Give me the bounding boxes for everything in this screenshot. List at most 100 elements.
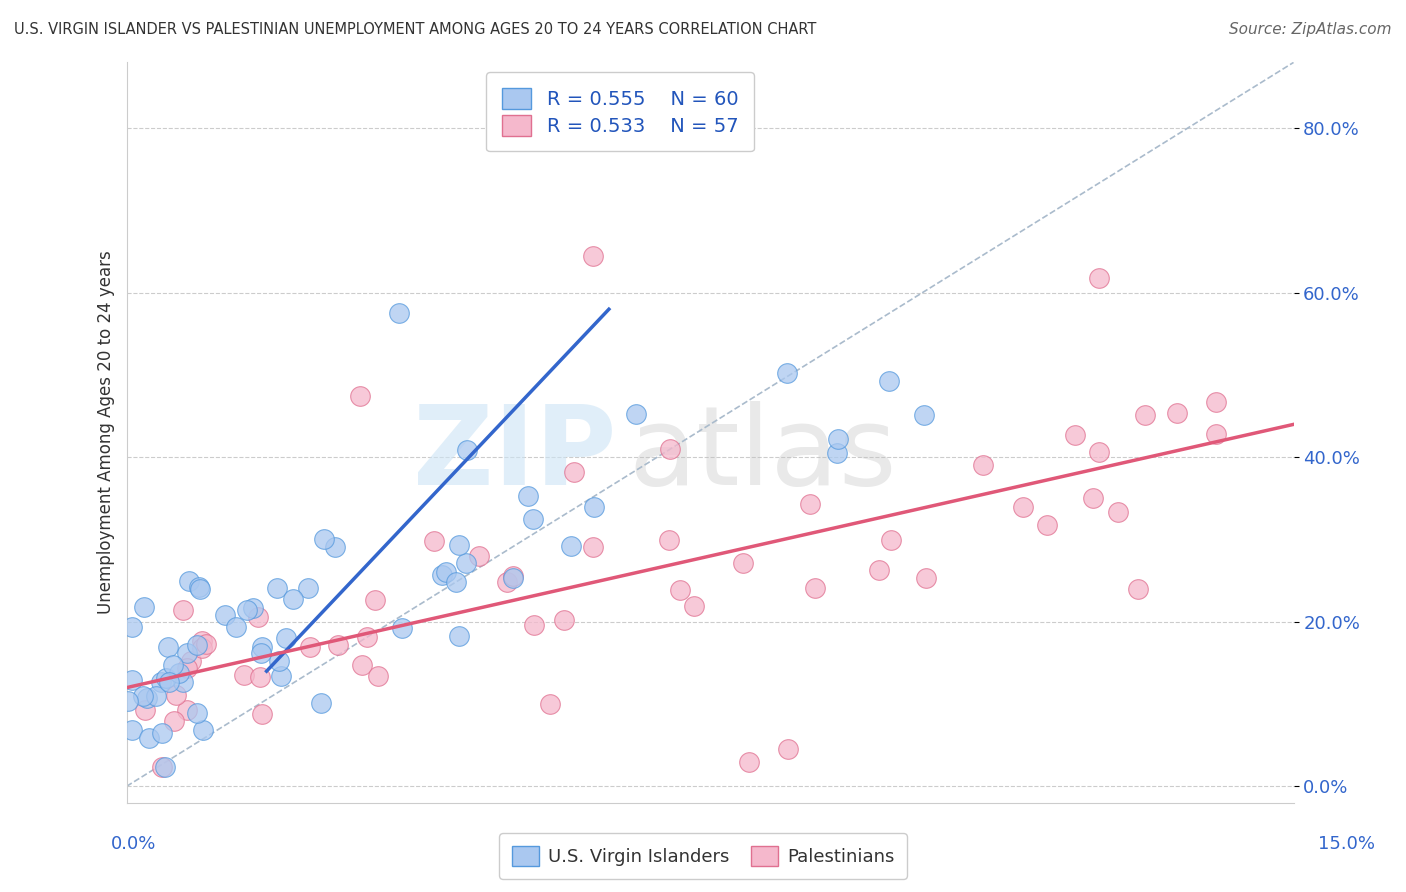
- Point: [186, 706, 208, 721]
- Point: [176, 646, 198, 660]
- Point: [731, 556, 754, 570]
- Y-axis label: Unemployment Among Ages 20 to 24 years: Unemployment Among Ages 20 to 24 years: [97, 251, 115, 615]
- Point: [350, 658, 373, 673]
- Point: [172, 675, 194, 690]
- Point: [560, 539, 582, 553]
- Point: [186, 638, 208, 652]
- Point: [523, 617, 546, 632]
- Point: [252, 640, 274, 654]
- Point: [388, 306, 411, 320]
- Text: Source: ZipAtlas.com: Source: ZipAtlas.com: [1229, 22, 1392, 37]
- Point: [1107, 505, 1129, 519]
- Point: [274, 631, 297, 645]
- Point: [914, 571, 936, 585]
- Legend: U.S. Virgin Islanders, Palestinians: U.S. Virgin Islanders, Palestinians: [499, 833, 907, 879]
- Point: [247, 610, 270, 624]
- Point: [1088, 444, 1111, 458]
- Point: [522, 512, 544, 526]
- Legend: R = 0.555    N = 60, R = 0.533    N = 57: R = 0.555 N = 60, R = 0.533 N = 57: [486, 72, 754, 152]
- Point: [879, 374, 901, 388]
- Point: [177, 574, 200, 588]
- Point: [117, 694, 139, 708]
- Point: [134, 703, 156, 717]
- Point: [562, 465, 585, 479]
- Point: [1205, 426, 1227, 441]
- Point: [582, 540, 605, 554]
- Point: [297, 581, 319, 595]
- Point: [150, 726, 173, 740]
- Point: [827, 432, 849, 446]
- Point: [553, 613, 575, 627]
- Text: ZIP: ZIP: [413, 401, 617, 508]
- Point: [804, 581, 827, 595]
- Point: [1036, 517, 1059, 532]
- Point: [309, 697, 332, 711]
- Point: [162, 657, 184, 672]
- Point: [121, 673, 143, 688]
- Point: [683, 599, 706, 614]
- Point: [738, 755, 761, 769]
- Point: [155, 671, 177, 685]
- Point: [658, 533, 681, 548]
- Point: [191, 640, 214, 655]
- Point: [155, 760, 177, 774]
- Point: [157, 640, 180, 655]
- Point: [190, 634, 212, 648]
- Point: [121, 620, 143, 634]
- Point: [446, 575, 468, 590]
- Text: atlas: atlas: [628, 401, 897, 508]
- Point: [157, 675, 180, 690]
- Point: [496, 575, 519, 590]
- Point: [136, 691, 159, 706]
- Point: [250, 646, 273, 660]
- Point: [233, 668, 256, 682]
- Point: [434, 565, 457, 579]
- Point: [176, 703, 198, 717]
- Point: [267, 653, 290, 667]
- Point: [1166, 406, 1188, 420]
- Point: [312, 532, 335, 546]
- Point: [132, 690, 155, 704]
- Point: [172, 602, 194, 616]
- Point: [191, 723, 214, 738]
- Point: [134, 599, 156, 614]
- Point: [367, 668, 389, 682]
- Point: [468, 549, 491, 564]
- Point: [194, 637, 217, 651]
- Point: [1205, 394, 1227, 409]
- Point: [516, 489, 538, 503]
- Point: [266, 581, 288, 595]
- Point: [225, 619, 247, 633]
- Point: [391, 621, 413, 635]
- Point: [626, 407, 648, 421]
- Point: [454, 556, 477, 570]
- Point: [364, 593, 387, 607]
- Point: [449, 629, 471, 643]
- Point: [163, 714, 186, 728]
- Point: [659, 442, 682, 456]
- Point: [138, 731, 160, 746]
- Point: [166, 688, 188, 702]
- Point: [356, 631, 378, 645]
- Point: [447, 538, 470, 552]
- Point: [432, 567, 454, 582]
- Point: [1064, 428, 1087, 442]
- Text: U.S. VIRGIN ISLANDER VS PALESTINIAN UNEMPLOYMENT AMONG AGES 20 TO 24 YEARS CORRE: U.S. VIRGIN ISLANDER VS PALESTINIAN UNEM…: [14, 22, 817, 37]
- Point: [582, 500, 605, 514]
- Point: [868, 563, 890, 577]
- Point: [582, 249, 605, 263]
- Point: [1081, 491, 1104, 505]
- Point: [972, 458, 994, 472]
- Point: [776, 742, 799, 756]
- Point: [827, 445, 849, 459]
- Point: [349, 389, 371, 403]
- Point: [283, 591, 305, 606]
- Point: [190, 582, 212, 597]
- Point: [914, 408, 936, 422]
- Point: [799, 497, 821, 511]
- Point: [180, 654, 202, 668]
- Point: [270, 669, 292, 683]
- Point: [249, 670, 271, 684]
- Text: 0.0%: 0.0%: [111, 835, 156, 853]
- Point: [236, 602, 259, 616]
